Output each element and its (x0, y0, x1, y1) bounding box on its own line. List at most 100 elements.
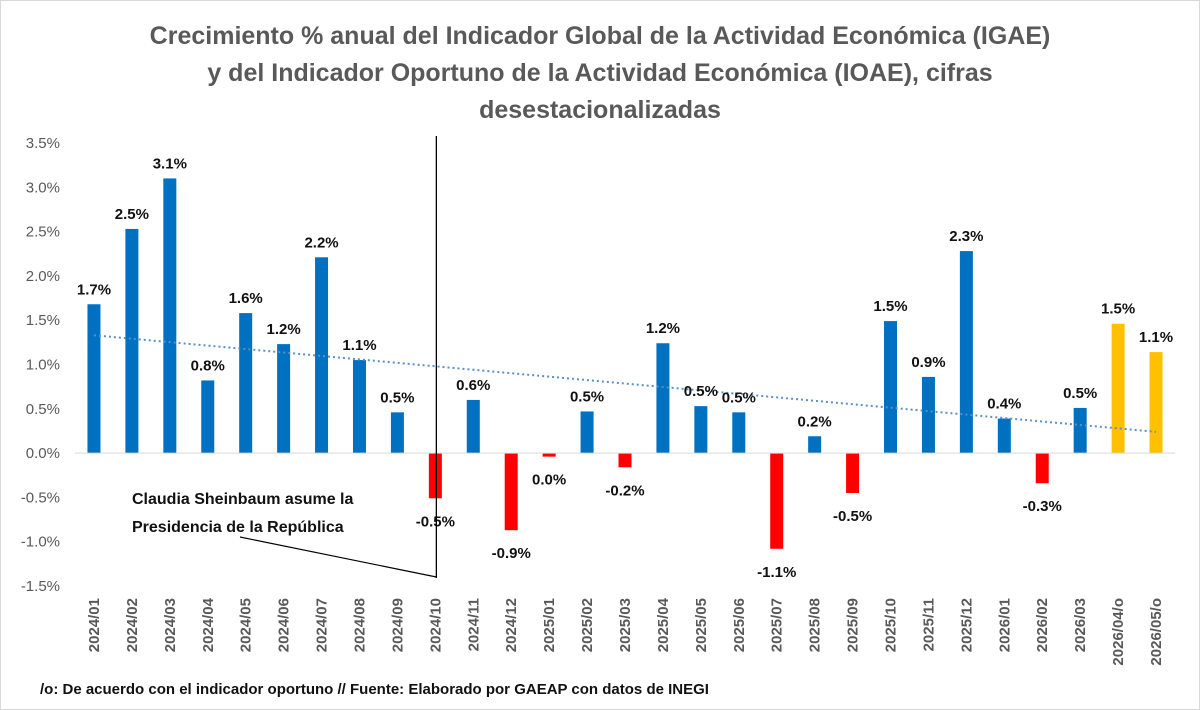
bar-2024-12 (504, 453, 518, 531)
data-label-2024-12: -0.9% (492, 545, 531, 562)
chart-title-line-1: Crecimiento % anual del Indicador Global… (149, 22, 1051, 50)
data-label-2024-09: 0.5% (380, 389, 414, 406)
y-tick-label: 0.0% (26, 445, 60, 462)
data-label-2024-07: 2.2% (304, 234, 338, 251)
x-tick-label: 2025/12 (958, 598, 975, 652)
bar-2024-11 (466, 399, 480, 454)
data-label-2024-05: 1.6% (229, 290, 263, 307)
data-label-2025-10: 1.5% (873, 298, 907, 315)
x-tick-label: 2025/02 (579, 598, 596, 652)
x-tick-label: 2024/12 (503, 598, 520, 652)
x-tick-label: 2025/05 (693, 598, 710, 652)
data-label-2024-03: 3.1% (153, 155, 187, 172)
x-tick-label: 2024/08 (351, 598, 368, 652)
x-tick-label: 2026/01 (996, 598, 1013, 652)
data-label-2025-12: 2.3% (949, 228, 983, 245)
y-tick-label: 1.0% (26, 357, 60, 374)
data-label-2025-09: -0.5% (833, 508, 872, 525)
trendline-line (93, 334, 1157, 433)
bar-2025-01 (542, 453, 556, 457)
y-tick-label: 3.5% (26, 135, 60, 152)
data-label-2025-04: 1.2% (646, 320, 680, 337)
x-tick-label: 2024/02 (124, 598, 141, 652)
data-label-2024-04: 0.8% (191, 357, 225, 374)
data-label-2025-08: 0.2% (798, 413, 832, 430)
bar-2025-06 (732, 412, 746, 454)
bar-2025-03 (618, 453, 632, 468)
y-tick-label: -1.5% (21, 578, 60, 595)
y-tick-label: 2.0% (26, 268, 60, 285)
x-tick-label: 2025/07 (769, 598, 786, 652)
bar-2026-05-o (1149, 352, 1163, 454)
x-tick-label: 2025/11 (920, 598, 937, 651)
data-label-2025-06: 0.5% (722, 389, 756, 406)
data-label-2026-04-o: 1.5% (1101, 301, 1135, 318)
bar-2026-04-o (1111, 323, 1125, 454)
data-label-2024-11: 0.6% (456, 377, 490, 394)
x-axis: 2024/01 2024/02 2024/03 2024/04 2024/05 2024/… (86, 597, 1165, 665)
y-tick-label: -1.0% (21, 534, 60, 551)
bar-2025-07 (770, 453, 784, 549)
x-tick-label: 2024/01 (86, 598, 103, 652)
trendline (93, 334, 1157, 433)
data-label-2026-01: 0.4% (987, 396, 1021, 413)
data-label-2025-05: 0.5% (684, 383, 718, 400)
y-tick-label: 0.5% (26, 401, 60, 418)
x-tick-label: 2024/05 (238, 598, 255, 652)
bar-2025-05 (694, 406, 708, 454)
y-axis: 3.5% 3.0% 2.5% 2.0% 1.5% 1.0% 0.5% 0.0% -0.5% -1.… (21, 135, 60, 595)
annotation-pointer (239, 536, 437, 578)
bar-2026-01 (997, 418, 1011, 454)
data-labels: 1.7%2.5%3.1%0.8%1.6%1.2%2.2%1.1%0.5%-0.5… (77, 155, 1173, 580)
x-tick-label: 2025/08 (807, 598, 824, 652)
data-label-2024-06: 1.2% (267, 321, 301, 338)
bar-2024-05 (239, 313, 253, 454)
x-tick-label: 2026/04/o (1110, 598, 1127, 666)
bar-2026-03 (1073, 407, 1087, 454)
bar-2026-02 (1035, 453, 1049, 484)
bar-2025-08 (808, 436, 822, 454)
data-label-2024-08: 1.1% (342, 337, 376, 354)
data-label-2024-10: -0.5% (416, 513, 455, 530)
data-label-2026-02: -0.3% (1023, 498, 1062, 515)
bar-2024-09 (390, 412, 404, 454)
bars (75, 178, 1175, 549)
bar-2024-02 (125, 228, 139, 454)
x-tick-label: 2025/06 (731, 598, 748, 652)
x-tick-label: 2026/05/o (1148, 598, 1165, 666)
bar-2024-06 (277, 344, 291, 454)
y-tick-label: -0.5% (21, 489, 60, 506)
bar-2025-12 (959, 251, 973, 454)
bar-2025-09 (846, 453, 860, 493)
data-label-2025-02: 0.5% (570, 388, 604, 405)
x-tick-label: 2024/11 (465, 598, 482, 651)
x-tick-label: 2024/03 (162, 598, 179, 652)
y-tick-label: 2.5% (26, 224, 60, 241)
data-label-2025-11: 0.9% (911, 354, 945, 371)
annotation-text: Claudia Sheinbaum asume la (132, 491, 354, 508)
bar-2025-04 (656, 343, 670, 454)
x-tick-label: 2025/03 (617, 598, 634, 652)
chart-title-line-2: y del Indicador Oportuno de la Actividad… (207, 59, 993, 87)
data-label-2026-05-o: 1.1% (1139, 329, 1173, 346)
y-tick-label: 3.0% (26, 179, 60, 196)
bar-2025-02 (580, 411, 594, 454)
bar-2024-07 (315, 257, 329, 454)
data-label-2025-07: -1.1% (757, 564, 796, 581)
data-label-2025-01: 0.0% (532, 472, 566, 489)
x-tick-label: 2026/03 (1072, 598, 1089, 652)
chart-title-line-3: desestacionalizadas (479, 96, 721, 124)
x-tick-label: 2024/04 (200, 597, 217, 652)
x-tick-label: 2026/02 (1034, 598, 1051, 652)
x-tick-label: 2024/09 (389, 598, 406, 652)
chart-title: Crecimiento % anual del Indicador Global… (0, 18, 1200, 129)
bar-2025-11 (921, 376, 935, 454)
x-tick-label: 2024/10 (427, 598, 444, 652)
data-label-2026-03: 0.5% (1063, 385, 1097, 402)
x-tick-label: 2024/07 (314, 598, 331, 652)
annotation-text: Presidencia de la República (132, 519, 344, 536)
data-label-2024-01: 1.7% (77, 281, 111, 298)
x-tick-label: 2025/04 (655, 597, 672, 652)
